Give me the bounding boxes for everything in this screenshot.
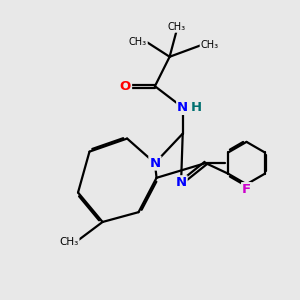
Text: F: F [242, 183, 251, 196]
Text: N: N [177, 101, 188, 114]
Text: N: N [149, 157, 161, 169]
Text: CH₃: CH₃ [59, 237, 79, 247]
Text: O: O [120, 80, 131, 93]
Text: CH₃: CH₃ [129, 37, 147, 47]
Text: H: H [190, 101, 202, 114]
Text: CH₃: CH₃ [167, 22, 185, 32]
Text: N: N [176, 176, 187, 189]
Text: CH₃: CH₃ [200, 40, 219, 50]
